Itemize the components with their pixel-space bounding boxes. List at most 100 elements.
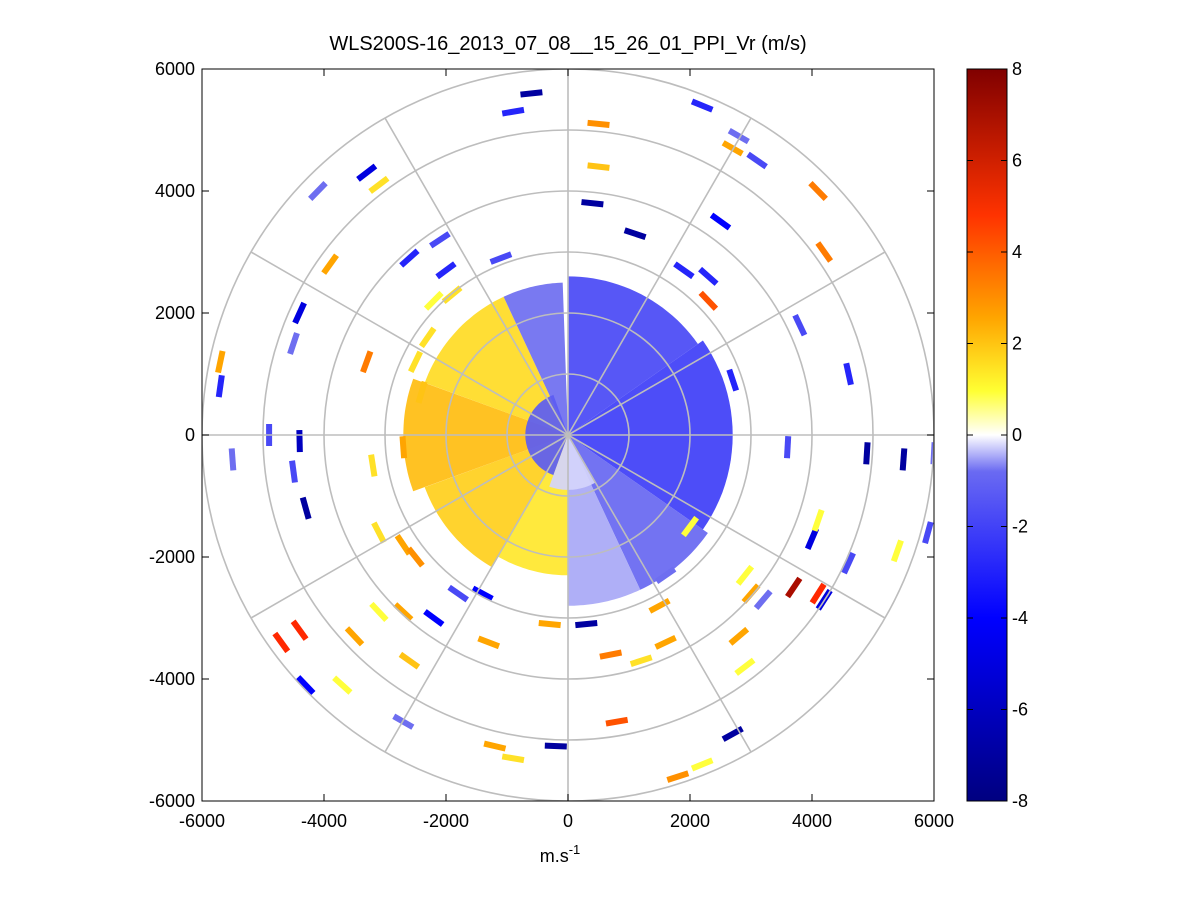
velocity-sector-5 [424,435,568,568]
spoke-7 [384,434,569,753]
x-axis-label-exponent: -1 [569,842,581,857]
range-gate-cell-8 [581,199,604,208]
x-tick-label-1: -4000 [301,811,347,831]
chart-title: WLS200S-16_2013_07_08__15_26_01_PPI_Vr (… [329,33,806,55]
x-tick-label-3: 0 [563,811,573,831]
spoke-4 [567,434,886,619]
range-gate-cell-21 [399,248,420,268]
range-gate-cell-0 [520,89,543,98]
spoke-5 [567,434,752,753]
range-gate-cell-59 [666,770,690,783]
y-tick-label-3: 0 [185,425,195,445]
colorbar-tick-label-0: -8 [1012,791,1028,811]
spoke-8 [250,434,569,619]
range-gate-cell-6 [587,119,610,128]
range-gate-cell-78 [792,313,808,337]
range-gate-cell-32 [299,496,312,520]
range-gate-cell-82 [654,566,677,585]
range-gate-cell-63 [728,626,750,646]
range-gate-cell-65 [753,589,773,611]
range-gate-cell-25 [287,332,300,355]
colorbar-tick-label-4: 0 [1012,425,1022,445]
range-gate-cell-39 [332,675,353,695]
range-gate-cell-38 [295,675,316,696]
range-gate-cell-18 [308,181,328,201]
range-gate-cell-84 [371,521,387,544]
x-tick-label-0: -6000 [179,811,225,831]
range-gate-cell-71 [841,551,856,575]
range-gate-cell-13 [698,266,719,286]
range-gate-cell-55 [629,654,653,667]
velocity-sector-2 [568,435,708,590]
range-gate-cell-56 [605,716,629,727]
range-gate-cell-1 [501,106,525,117]
colorbar-tick-label-3: -2 [1012,517,1028,537]
range-gate-cell-76 [930,442,934,465]
range-gate-cell-49 [483,740,507,752]
range-gate-cell-9 [623,227,647,241]
spoke-10 [250,251,569,436]
range-gate-cell-15 [698,290,719,311]
range-gate-cell-72 [890,539,904,563]
range-gate-cell-73 [922,521,934,545]
range-gate-cell-17 [368,175,390,194]
range-gate-cell-20 [429,231,451,249]
range-gate-cell-74 [863,442,871,465]
range-gate-cell-34 [418,326,437,349]
range-gate-cell-90 [408,350,423,374]
range-gate-cell-12 [815,241,834,263]
range-gate-cell-64 [741,583,761,604]
colorbar-ticks: -8 -6 -4 -2 0 2 4 6 8 [967,59,1028,811]
y-tick-label-1: -4000 [149,669,195,689]
range-gate-cell-50 [501,753,525,764]
colorbar-tick-label-1: -6 [1012,700,1028,720]
range-gate-cell-11 [808,181,828,201]
range-gate-cell-40 [344,626,365,647]
range-gate-cell-22 [435,261,457,280]
range-gate-cell-5 [746,151,768,170]
range-gate-cell-52 [538,620,561,629]
range-gate-cell-66 [785,576,803,599]
velocity-sector-10 [549,435,596,490]
range-gate-cell-70 [811,509,825,532]
range-gate-cell-35 [423,290,444,311]
range-gate-cell-89 [415,380,428,404]
range-gate-cell-24 [292,301,307,325]
range-gate-cell-88 [399,436,408,459]
range-gate-cell-60 [690,757,714,772]
range-gate-cell-26 [215,350,226,374]
range-gate-cell-81 [680,515,700,538]
range-gate-cell-86 [406,546,425,568]
colorbar-tick-label-7: 6 [1012,151,1022,171]
range-gate-cell-69 [804,527,820,550]
range-gate-cell-7 [587,162,610,171]
range-gate-cell-23 [489,251,513,265]
colorbar-tick-label-8: 8 [1012,59,1022,79]
range-gate-cell-3 [727,128,750,145]
x-axis-label-base: m.s [540,846,569,866]
range-gate-cell-47 [471,585,494,602]
range-gate-cell-77 [843,362,854,386]
range-gate-cell-83 [735,564,755,586]
y-tick-label-4: 2000 [155,303,195,323]
scatter-cells [215,89,934,783]
range-gate-cell-54 [599,649,623,660]
x-tick-label-4: 2000 [670,811,710,831]
polar-grid [202,69,934,801]
range-gate-cell-42 [393,602,414,622]
colorbar-tick-label-5: 2 [1012,334,1022,354]
range-gate-cell-33 [360,350,374,374]
range-gate-cell-31 [289,460,298,483]
range-gate-cell-14 [673,261,695,280]
x-axis-label: m.s-1 [540,842,581,866]
y-tick-label-5: 4000 [155,181,195,201]
spoke-2 [567,251,886,436]
spoke-1 [567,117,752,436]
range-gate-cell-28 [228,448,237,471]
range-gate-cell-48 [477,635,501,650]
x-tick-label-6: 6000 [914,811,954,831]
x-tick-label-5: 4000 [792,811,832,831]
y-tick-label-0: -6000 [149,791,195,811]
range-gate-cell-45 [423,609,445,627]
range-gate-cell-53 [575,620,598,629]
